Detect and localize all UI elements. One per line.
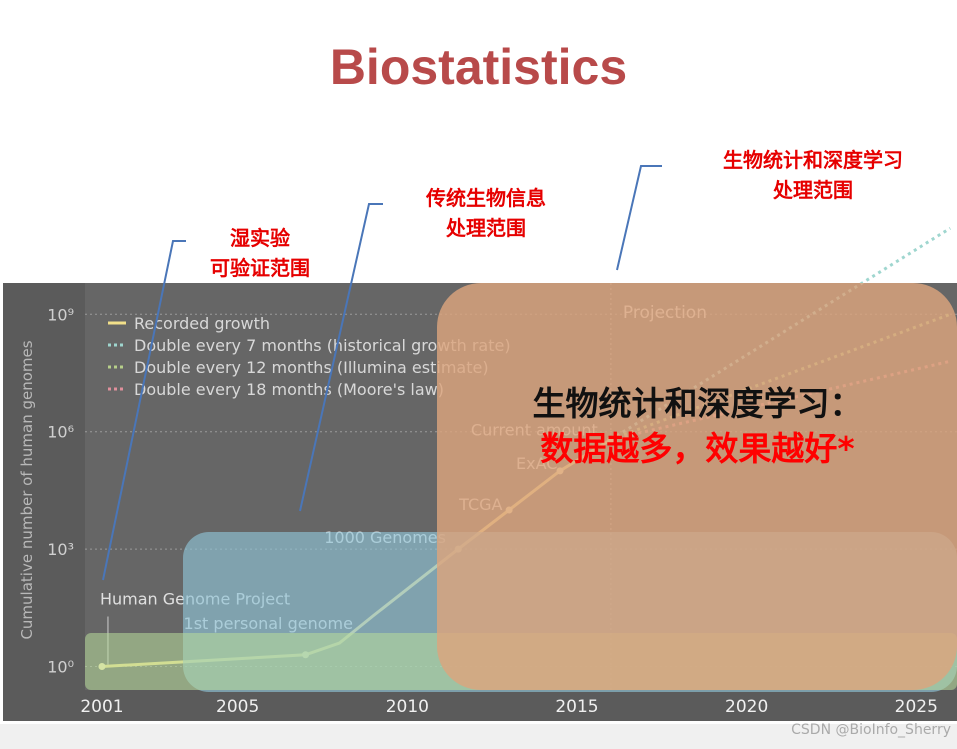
y-tick-label: 10⁶ (47, 423, 74, 442)
annotation-traditional-line2: 处理范围 (446, 216, 526, 240)
deep-callout-line (616, 165, 662, 271)
axes-group: 10⁰ 10³ 10⁶ 10⁹ 2001 2005 2010 2015 2020 2025 (47, 305, 938, 717)
y-tick-label: 10⁰ (47, 658, 74, 677)
legend-label: Double every 18 months (Moore's law) (134, 380, 444, 399)
x-tick-label: 2025 (895, 697, 938, 717)
annotation-traditional-line1: 传统生物信息 (426, 186, 546, 210)
annotation-wet-lab: 湿实验 可验证范围 (190, 223, 330, 283)
legend-label: Recorded growth (134, 314, 270, 333)
annotation-deep-line1: 生物统计和深度学习 (723, 148, 903, 172)
annotation-wet-lab-line1: 湿实验 (230, 226, 290, 250)
x-tick-label: 2005 (216, 697, 259, 717)
x-tick-label: 2015 (555, 697, 598, 717)
legend-label: Double every 12 months (Illumina estimat… (134, 358, 489, 377)
overlay-line2: 数据越多，效果越好* (540, 429, 855, 468)
legend: Recorded growth Double every 7 months (hi… (108, 314, 511, 399)
footer-strip (0, 724, 957, 749)
annotation-wet-lab-line2: 可验证范围 (210, 256, 310, 280)
x-tick-label: 2020 (725, 697, 768, 717)
page-title: Biostatistics (329, 39, 628, 95)
y-axis-label: Cumulative number of human genomes (18, 340, 36, 639)
annotation-deep-line2: 处理范围 (773, 178, 853, 202)
x-tick-label: 2010 (386, 697, 429, 717)
x-tick-label: 2001 (80, 697, 123, 717)
annotation-traditional: 传统生物信息 处理范围 (396, 183, 576, 243)
y-tick-label: 10⁹ (47, 305, 74, 324)
y-tick-label: 10³ (47, 540, 74, 559)
watermark: CSDN @BioInfo_Sherry (791, 722, 951, 738)
legend-label: Double every 7 months (historical growth… (134, 336, 511, 355)
overlay-line1: 生物统计和深度学习： (532, 384, 863, 423)
annotation-deep: 生物统计和深度学习 处理范围 (683, 145, 943, 205)
traditional-callout-line (299, 203, 383, 512)
wet-lab-callout-line (102, 240, 186, 581)
deep-learning-range-box (437, 283, 957, 690)
